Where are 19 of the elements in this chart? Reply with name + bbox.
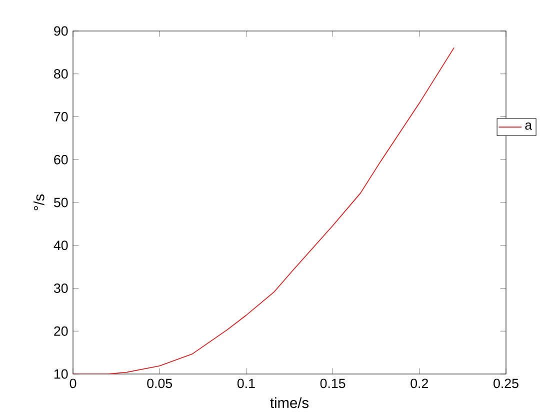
- y-tick-label: 50: [54, 198, 68, 208]
- y-tick-label: 60: [54, 154, 68, 164]
- y-tick-label: 30: [54, 284, 68, 293]
- y-tick-label: 40: [54, 240, 68, 250]
- y-tick-label: 20: [54, 326, 68, 336]
- y-tick-label: 70: [54, 112, 68, 122]
- x-tick-label: 0.1: [237, 378, 255, 388]
- y-tick-label: 90: [54, 26, 68, 36]
- y-tick-label: 80: [54, 69, 68, 79]
- y-tick-label: 10: [54, 369, 68, 379]
- x-axis-title: time/s: [270, 397, 309, 408]
- legend-label: a: [525, 122, 532, 130]
- x-tick-label: 0.15: [320, 378, 346, 388]
- x-tick-label: 0.2: [410, 378, 428, 388]
- x-tick-label: 0: [70, 378, 76, 388]
- x-tick-label: 0.05: [147, 378, 172, 388]
- line-series: [73, 47, 454, 374]
- y-axis-title: °/s: [34, 194, 44, 210]
- x-tick-label: 0.25: [494, 378, 518, 388]
